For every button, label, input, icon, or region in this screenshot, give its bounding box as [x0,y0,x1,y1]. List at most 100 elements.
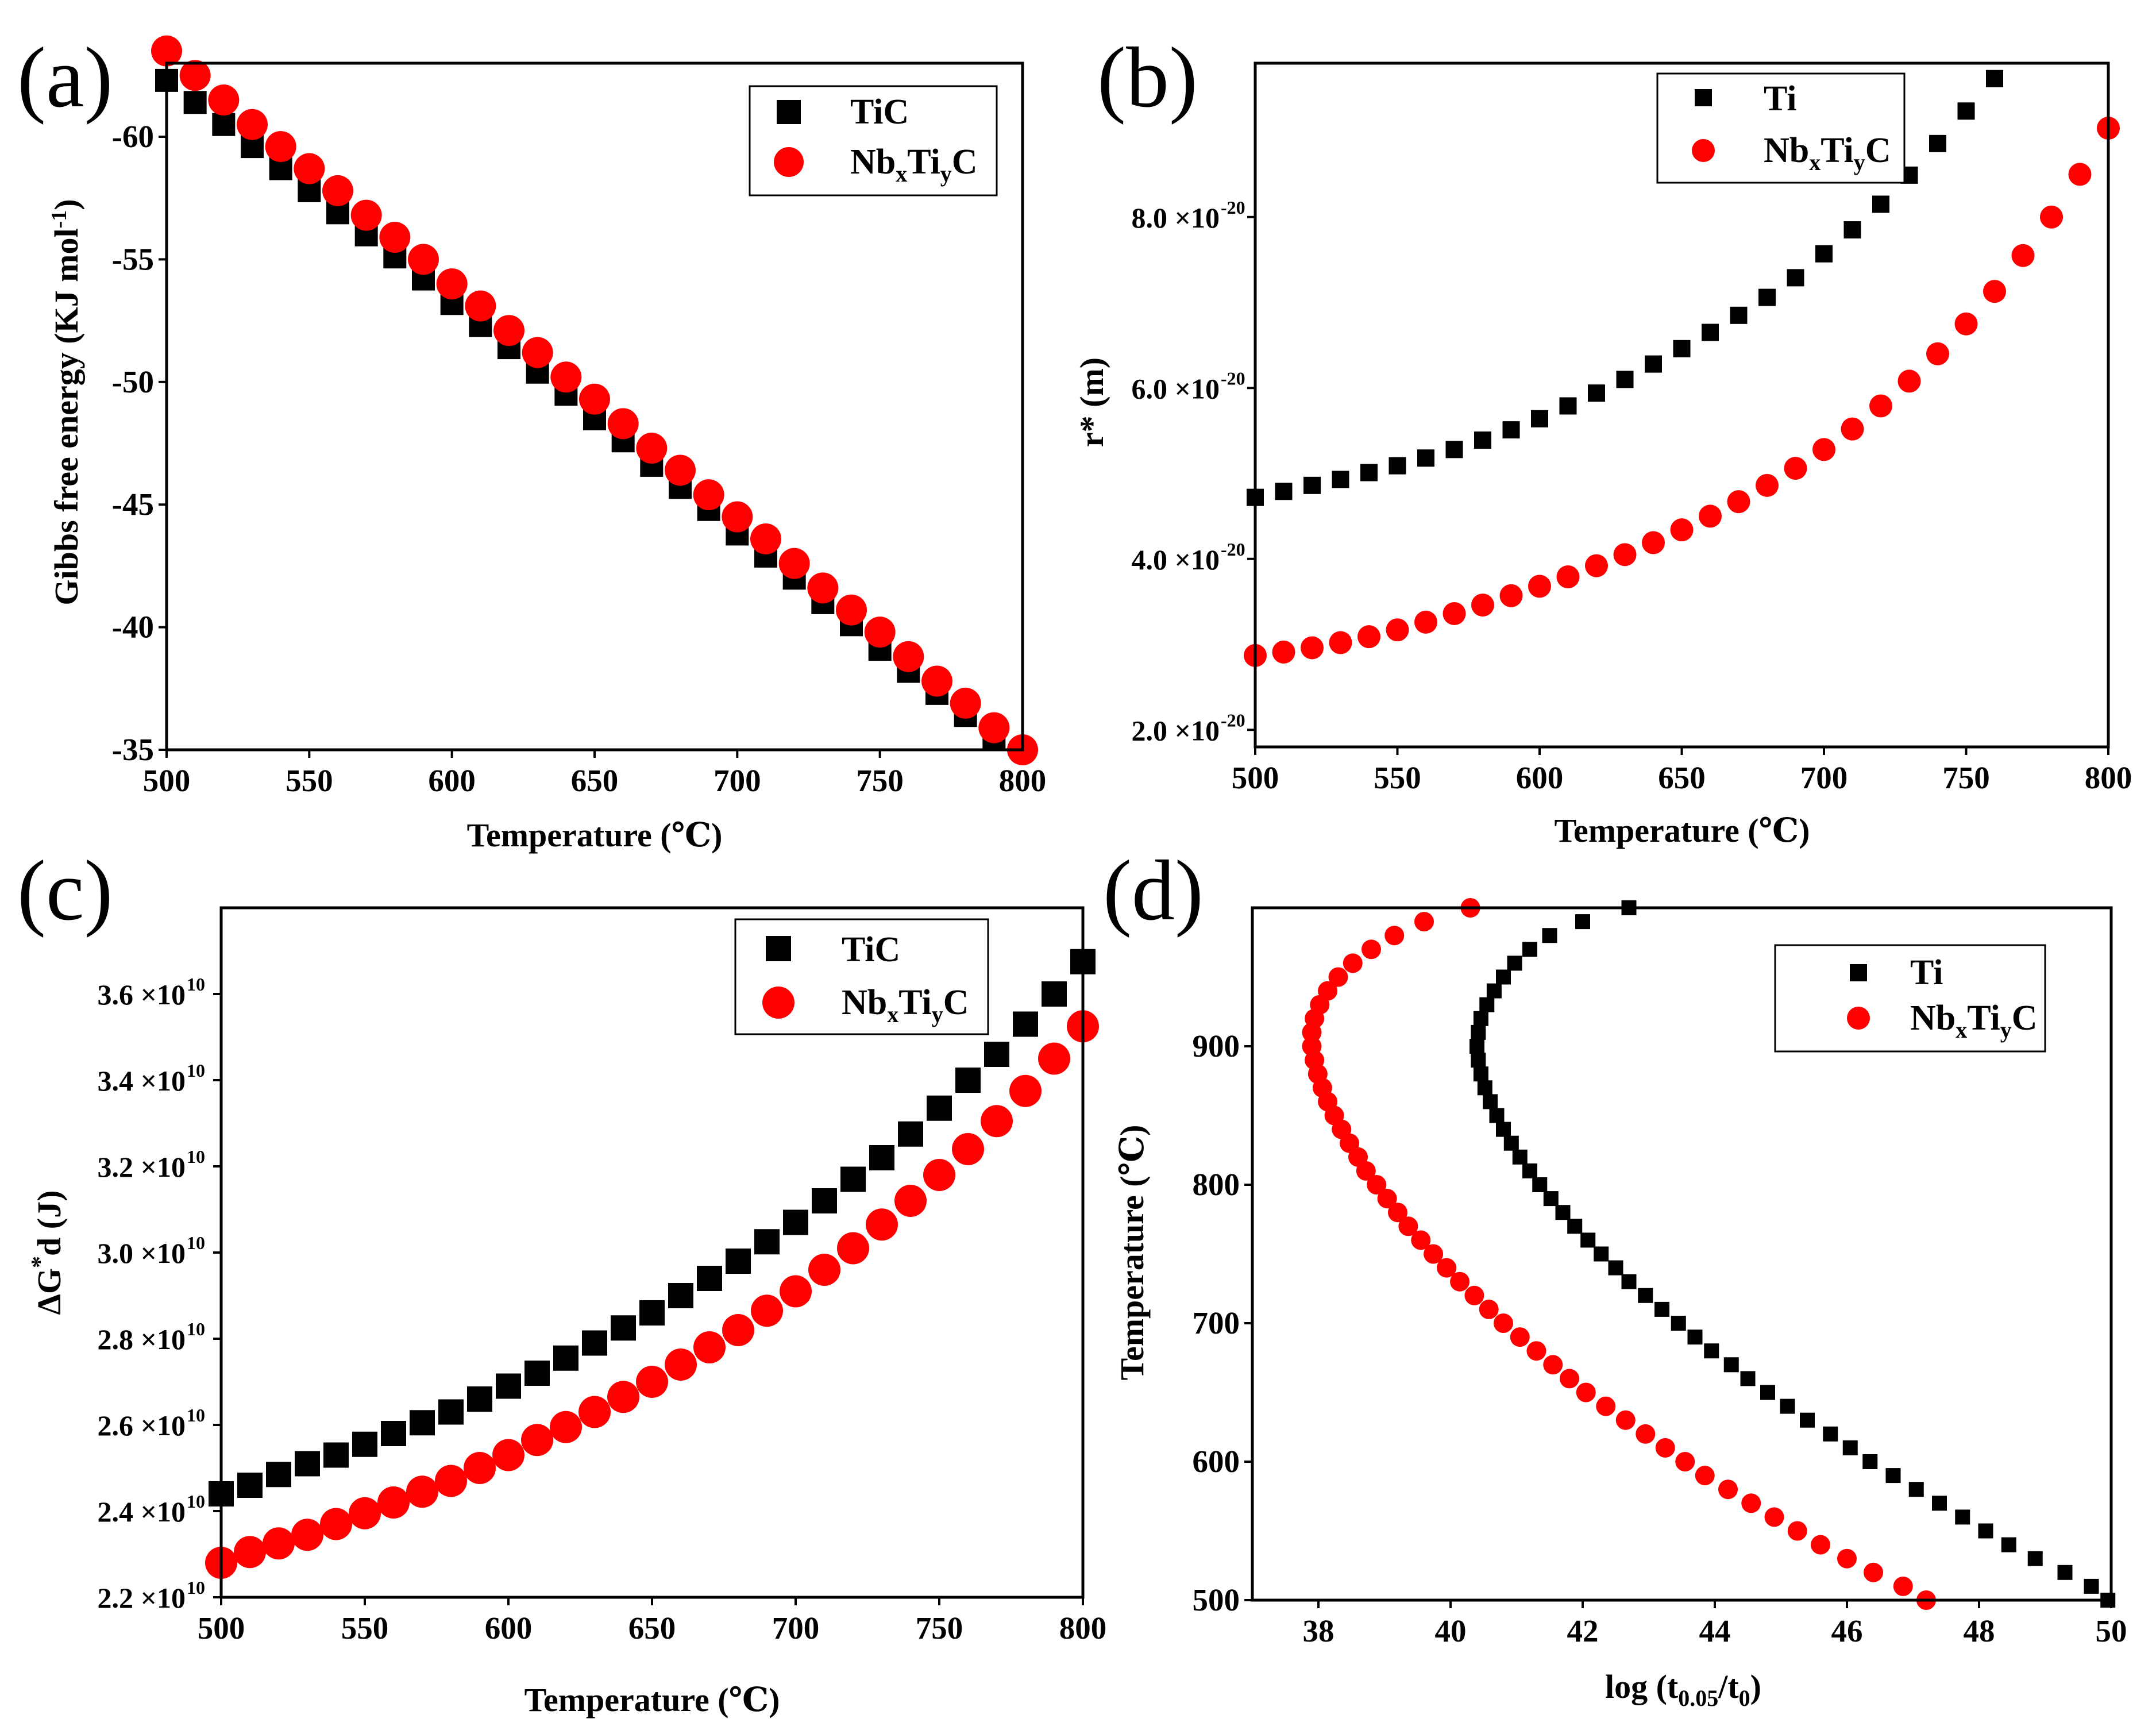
p1-circle-point [294,153,325,184]
p1-circle-point [693,479,724,511]
p4-square-point [1567,1219,1583,1234]
p3-xtick-label: 550 [341,1610,389,1646]
p4-square-point [1479,997,1495,1012]
p1-circle-point [465,290,496,322]
y-axis-label-d-text: Temperature (℃) [1113,1125,1151,1381]
p4-circle-point [1655,1438,1675,1458]
p4-square-point [1470,1039,1484,1054]
p3-ytick-exponent: 10 [187,1319,205,1339]
p2-circle-point [1869,394,1892,418]
p2-circle-point [1841,417,1864,441]
p4-square-point [1955,1509,1970,1525]
p1-circle-point [379,222,411,253]
p4-square-point [1760,1385,1775,1400]
p1-xtick-label: 550 [286,763,333,798]
p3-circle-point [578,1396,611,1428]
p4-circle-point [1479,1299,1499,1319]
p2-square-point [1474,431,1491,449]
p4-square-point [1522,942,1537,957]
p4-circle-point [1318,981,1338,1001]
p4-circle-point [1837,1548,1857,1569]
p4-circle-point [1764,1507,1784,1527]
p2-circle-point [1613,543,1637,567]
p3-ytick-exponent: 10 [187,1405,205,1425]
p4-ytick-label: 600 [1193,1444,1240,1479]
p2-square-point [1275,483,1293,500]
p3-circle-point [894,1185,927,1217]
p3-ytick-label: 2.8 ×10 [98,1323,186,1355]
p1-circle-point [579,383,610,415]
plot-a: 500 550 600 650 700 750 800 -35 -40 -45 -50 -55 -60 [112,35,1046,798]
p2-circle-point [1727,490,1750,514]
p1-circle-point [893,641,924,672]
p2-square-point [1758,288,1776,306]
p3-ytick-exponent: 10 [187,1060,205,1081]
p3-square-point [438,1399,464,1425]
p2-square-point [1872,195,1889,213]
p3-square-point [754,1229,780,1255]
legend-b-ti-label: Ti [1764,79,1796,118]
p4-square-point [1512,1149,1528,1165]
p2-ytick-exponent: -20 [1221,197,1245,218]
p1-ytick-label: -55 [112,241,154,276]
p4-square-point [1594,1246,1609,1262]
p3-ytick-exponent: 10 [187,1146,205,1167]
p4-square-point [1471,1024,1486,1040]
p4-circle-point [1811,1535,1830,1555]
p3-square-point [840,1166,866,1192]
p1-ytick-label: -60 [112,119,154,154]
y-axis-label-b: r* (m) [1073,357,1110,447]
p4-square-point [1477,1080,1492,1096]
p2-circle-point [2040,205,2063,229]
x-axis-label-d: log (t0.05/t0) [1605,1668,1761,1711]
p2-square-point [1730,306,1748,324]
p4-ytick-label: 800 [1193,1167,1240,1202]
plot-a-frame [165,61,1024,752]
p2-circle-point [1983,280,2006,303]
p4-square-point [1608,1260,1623,1276]
p4-square-point [1740,1371,1756,1386]
p3-circle-point [693,1331,726,1363]
p4-square-point [2027,1551,2043,1566]
p2-square-point [1332,471,1349,488]
legend-c-nbtic-marker [762,987,794,1019]
p3-circle-point [1038,1042,1070,1075]
p3-square-point [467,1386,492,1412]
p4-square-point [1978,1523,1993,1539]
p3-circle-point [636,1366,668,1398]
p4-square-point [2084,1578,2099,1594]
p3-square-point [496,1373,521,1399]
p3-circle-point [492,1439,524,1471]
p2-ytick-label: 4.0 ×10 [1132,544,1220,576]
p2-circle-point [1926,342,1949,365]
p1-ytick-label: -45 [112,487,154,522]
p3-ytick-label: 3.6 ×10 [98,978,186,1011]
p2-square-point [1445,441,1463,458]
p4-circle-point [1384,926,1405,946]
p3-square-point [869,1145,894,1170]
p4-square-point [1542,928,1557,943]
p4-ytick-label: 700 [1193,1305,1240,1340]
p3-square-point [237,1473,263,1498]
p1-circle-point [921,665,952,697]
p3-square-point [812,1188,837,1213]
legend-c-nbtic-label: NbxTiyC [842,983,969,1027]
legend-d-nbtic-marker [1847,1007,1870,1030]
p2-square-point [1616,371,1634,388]
p3-ytick-exponent: 10 [187,1232,205,1253]
legend-b-nbtic-label: NbxTiyC [1764,131,1891,175]
p4-square-point [2057,1565,2073,1580]
p3-circle-point [406,1475,438,1508]
p4-square-point [1704,1343,1719,1359]
p4-square-point [1507,955,1522,971]
p4-square-point [1823,1426,1838,1442]
legend-a-tic-label: TiC [850,93,909,132]
legend-a-nbtic-label: NbxTiyC [850,142,978,187]
p1-circle-point [208,84,240,116]
p2-ytick-label: 6.0 ×10 [1132,372,1220,404]
p4-square-point [1496,1122,1511,1137]
plot-c-frame [219,906,1085,1599]
p3-circle-point [234,1536,266,1569]
